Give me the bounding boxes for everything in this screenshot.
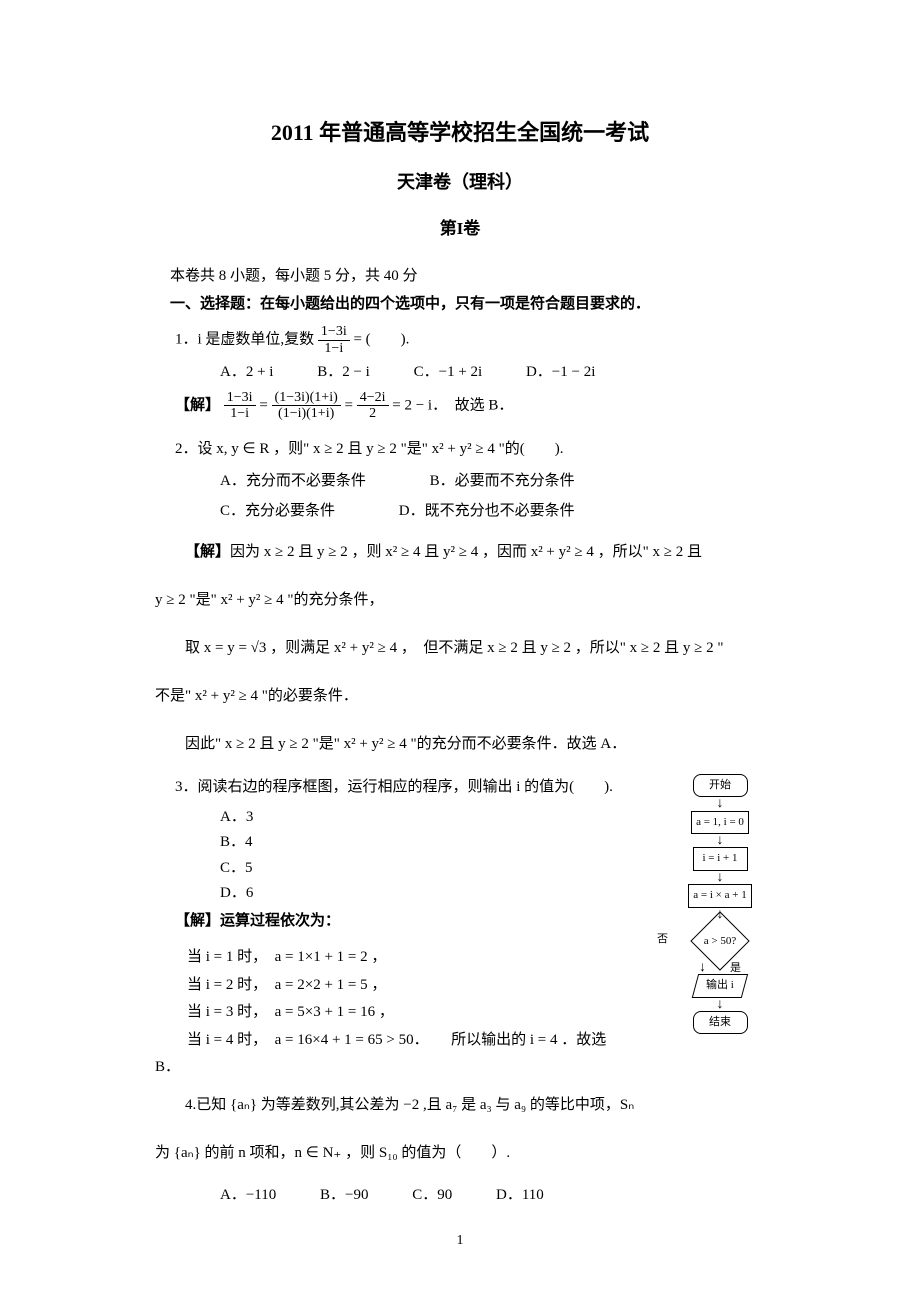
- flow-label-no: 否: [657, 931, 668, 949]
- q1-frac-num: 1−3i: [318, 324, 350, 340]
- q4-choice-c: C．90: [412, 1183, 452, 1207]
- q3-sol-label: 【解】运算过程依次为：: [155, 907, 655, 936]
- q1-sol-label: 【解】: [175, 397, 220, 413]
- q1-choice-b: B．2 − i: [317, 360, 370, 384]
- q1-sol-frac1-den: 1−i: [224, 406, 256, 421]
- q3-choice-b: B．4: [220, 830, 655, 856]
- flow-step1: i = i + 1: [693, 847, 748, 871]
- q3-step2: 当 i = 2 时， a = 2×2 + 1 = 5 ，: [155, 973, 655, 999]
- q1-sol-frac2: (1−3i)(1+i) (1−i)(1+i): [272, 390, 341, 422]
- q2-choice-b: B．必要而不充分条件: [430, 467, 575, 496]
- flow-arrow-icon: ↓: [675, 835, 765, 846]
- q4-choice-a: A．−110: [220, 1183, 276, 1207]
- q1-fraction: 1−3i 1−i: [318, 324, 350, 356]
- q2-sol-p3: 因此" x ≥ 2 且 y ≥ 2 "是" x² + y² ≥ 4 "的充分而不…: [155, 726, 765, 762]
- title-main: 2011 年普通高等学校招生全国统一考试: [155, 115, 765, 150]
- flow-label-yes: 是: [730, 962, 741, 974]
- q1-solution: 【解】 1−3i 1−i = (1−3i)(1+i) (1−i)(1+i) = …: [155, 390, 765, 422]
- question-4-p1: 4.已知 {aₙ} 为等差数列,其公差为 −2 ,且 a₇ 是 a₃ 与 a₉ …: [155, 1087, 765, 1123]
- flow-arrow-icon: ↓: [675, 798, 765, 809]
- title-section: 第I卷: [155, 215, 765, 242]
- intro-line: 本卷共 8 小题，每小题 5 分，共 40 分: [155, 264, 765, 288]
- question-1: 1．i 是虚数单位,复数 1−3i 1−i = ( ).: [155, 324, 765, 356]
- q1-prefix: 1．i 是虚数单位,复数: [175, 332, 314, 348]
- flow-output: 输出 i: [692, 974, 748, 998]
- flowchart: 开始 ↓ a = 1, i = 0 ↓ i = i + 1 ↓ a = i × …: [675, 774, 765, 1080]
- q2-sol-p1b: y ≥ 2 "是" x² + y² ≥ 4 "的充分条件，: [155, 582, 765, 618]
- flow-arrow-icon: ↓: [675, 872, 765, 883]
- flow-output-text: 输出 i: [706, 977, 734, 995]
- q1-suffix: = ( ).: [353, 332, 409, 348]
- q1-choices: A．2 + i B．2 − i C．−1 + 2i D．−1 − 2i: [155, 360, 765, 384]
- q2-choice-c: C．充分必要条件: [220, 497, 335, 526]
- flow-diamond-wrap: 否 a > 50?: [675, 921, 765, 961]
- question-3: 3．阅读右边的程序框图，运行相应的程序，则输出 i 的值为( ).: [155, 774, 655, 801]
- q3-step4: 当 i = 4 时， a = 16×4 + 1 = 65 > 50． 所以输出的…: [155, 1028, 655, 1054]
- q2-choice-d: D．既不充分也不必要条件: [399, 497, 575, 526]
- title-sub: 天津卷（理科）: [155, 168, 765, 197]
- q1-choice-c: C．−1 + 2i: [414, 360, 483, 384]
- q2-sol-label: 【解】: [185, 544, 230, 560]
- flow-arrow-icon: ↓: [675, 999, 765, 1010]
- q2-sol-p1: 【解】因为 x ≥ 2 且 y ≥ 2 ，则 x² ≥ 4 且 y² ≥ 4 ，…: [155, 534, 765, 570]
- q1-sol-result: = 2 − i． 故选 B．: [392, 397, 513, 413]
- q2-sol-p2: 取 x = y = √3 ，则满足 x² + y² ≥ 4 ， 但不满足 x ≥…: [155, 630, 765, 666]
- q1-sol-eq2: =: [345, 397, 357, 413]
- q1-sol-frac3: 4−2i 2: [357, 390, 389, 422]
- flow-diamond: a > 50?: [690, 921, 750, 961]
- q1-choice-d: D．−1 − 2i: [526, 360, 595, 384]
- q3-step1: 当 i = 1 时， a = 1×1 + 1 = 2 ，: [155, 945, 655, 971]
- q1-sol-frac3-num: 4−2i: [357, 390, 389, 406]
- flow-cond: a > 50?: [690, 933, 750, 951]
- q1-sol-eq1: =: [259, 397, 271, 413]
- q3-step3: 当 i = 3 时， a = 5×3 + 1 = 16 ，: [155, 1000, 655, 1026]
- q3-step4b: B．: [155, 1055, 655, 1079]
- page-number: 1: [0, 1230, 920, 1252]
- question-4-p2: 为 {aₙ} 的前 n 项和，n ∈ N₊ ，则 S₁₀ 的值为（ ）.: [155, 1135, 765, 1171]
- q2-choices: A．充分而不必要条件 B．必要而不充分条件 C．充分必要条件 D．既不充分也不必…: [155, 467, 765, 526]
- question-2: 2．设 x, y ∈ R ，则" x ≥ 2 且 y ≥ 2 "是" x² + …: [155, 436, 765, 463]
- flow-init: a = 1, i = 0: [691, 811, 749, 835]
- q1-sol-frac3-den: 2: [357, 406, 389, 421]
- q4-choice-b: B．−90: [320, 1183, 368, 1207]
- q1-choice-a: A．2 + i: [220, 360, 273, 384]
- q3-choices: A．3 B．4 C．5 D．6: [155, 805, 655, 907]
- q1-frac-den: 1−i: [318, 341, 350, 356]
- q2-sol-p2b: 不是" x² + y² ≥ 4 "的必要条件．: [155, 678, 765, 714]
- flow-start: 开始: [693, 774, 748, 798]
- q4-choice-d: D．110: [496, 1183, 544, 1207]
- q2-choice-a: A．充分而不必要条件: [220, 467, 366, 496]
- section-heading: 一、选择题：在每小题给出的四个选项中，只有一项是符合题目要求的．: [155, 292, 765, 316]
- q4-choices: A．−110 B．−90 C．90 D．110: [155, 1183, 765, 1207]
- q1-sol-frac2-den: (1−i)(1+i): [272, 406, 341, 421]
- q1-sol-frac1: 1−3i 1−i: [224, 390, 256, 422]
- flow-step2: a = i × a + 1: [688, 884, 751, 908]
- flow-end: 结束: [693, 1011, 748, 1035]
- q3-choice-d: D．6: [220, 881, 655, 907]
- q3-sol-label-text: 【解】运算过程依次为：: [175, 913, 340, 929]
- q1-sol-frac1-num: 1−3i: [224, 390, 256, 406]
- q1-sol-frac2-num: (1−3i)(1+i): [272, 390, 341, 406]
- q3-choice-a: A．3: [220, 805, 655, 831]
- q2-sol-p1-text: 因为 x ≥ 2 且 y ≥ 2 ，则 x² ≥ 4 且 y² ≥ 4 ，因而 …: [230, 544, 702, 560]
- q3-choice-c: C．5: [220, 856, 655, 882]
